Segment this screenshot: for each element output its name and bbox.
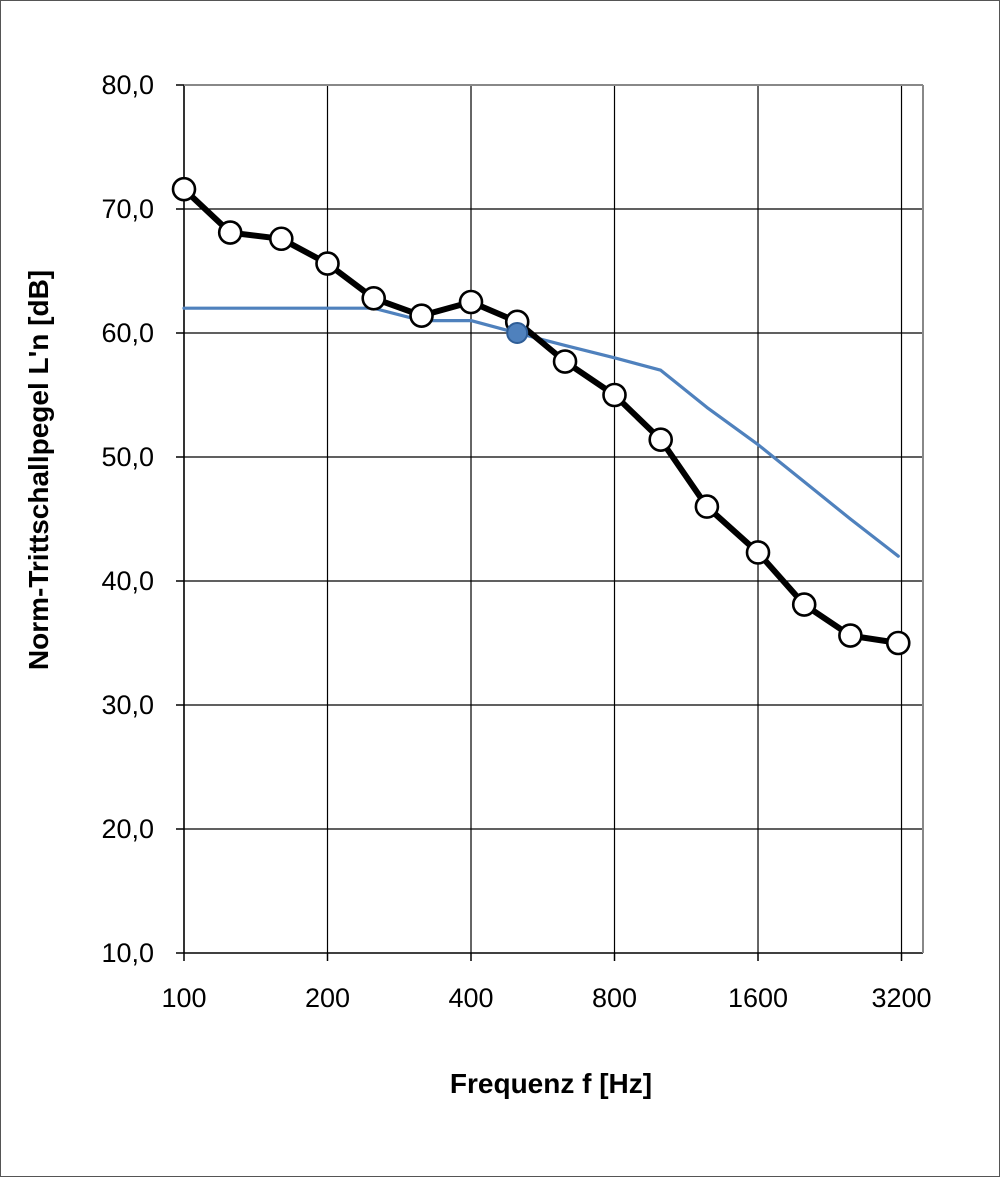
x-axis-title: Frequenz f [Hz] [450, 1068, 652, 1099]
y-tick-label: 50,0 [101, 442, 154, 472]
measured-point [602, 382, 627, 408]
measured-point [648, 427, 674, 452]
measured-point [269, 226, 294, 252]
axes [176, 84, 924, 961]
y-axis-title: Norm-Trittschallpegel L'n [dB] [23, 270, 54, 670]
measured-point [217, 220, 243, 245]
y-tick-label: 40,0 [101, 566, 154, 596]
measured-point [885, 630, 911, 656]
measured-point [694, 494, 720, 519]
measured-point [838, 623, 863, 648]
y-tick-label: 10,0 [101, 938, 154, 968]
y-tick-label: 60,0 [101, 318, 154, 348]
measured-point [409, 303, 434, 328]
grid [184, 84, 923, 953]
y-tick-label: 20,0 [101, 814, 154, 844]
x-tick-label: 100 [161, 983, 206, 1013]
y-tick-label: 70,0 [101, 194, 154, 224]
x-tick-label: 3200 [871, 983, 931, 1013]
series-markers [171, 176, 911, 656]
measured-point [791, 592, 817, 617]
reference-highlight-point [506, 322, 529, 344]
measured-point [361, 285, 386, 311]
measured-point [745, 540, 771, 565]
y-tick-label: 30,0 [101, 690, 154, 720]
measured-point [552, 349, 578, 374]
x-tick-label: 800 [592, 983, 637, 1013]
measured-line [181, 186, 902, 646]
series-lines [181, 186, 902, 646]
x-tick-label: 400 [448, 983, 493, 1013]
measured-point [315, 251, 340, 276]
x-tick-label: 1600 [728, 983, 788, 1013]
measured-point [458, 289, 484, 315]
tick-labels: 10,0 20,0 30,0 40,0 50,0 60,0 70,0 80,0 100 200 40… [101, 70, 931, 1013]
y-tick-label: 80,0 [101, 70, 154, 100]
measured-point [171, 176, 197, 202]
x-tick-label: 200 [305, 983, 350, 1013]
